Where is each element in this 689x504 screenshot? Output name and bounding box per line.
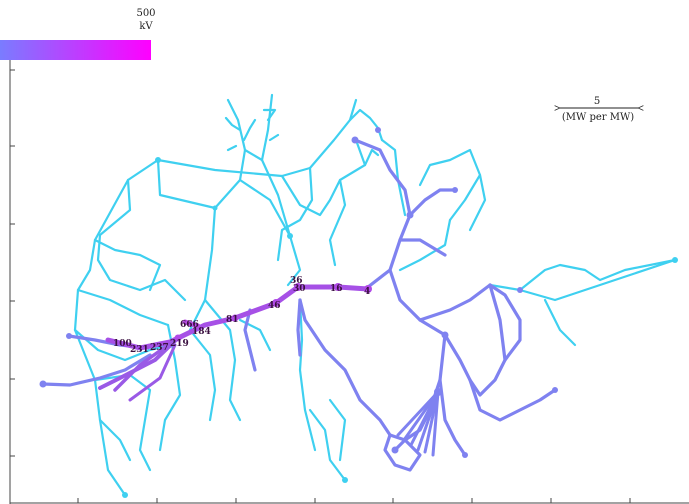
bus-label: 36 [290, 276, 303, 286]
colorbar-unit-label: kV [139, 21, 153, 32]
bus-label: 16 [330, 284, 343, 294]
bus-label: 81 [226, 315, 239, 325]
colorbar-max-label: 500 [136, 8, 155, 19]
bus-label: 46 [268, 301, 281, 311]
bus-label: 666 [180, 320, 199, 330]
bus-label: 100 [113, 339, 132, 349]
mid-voltage-lines [41, 138, 557, 472]
fan-lines [396, 390, 440, 457]
bus-label: 184 [192, 327, 211, 337]
bus-label: 4 [364, 287, 370, 297]
bus-label: 219 [170, 339, 189, 349]
low-voltage-lines [73, 93, 677, 497]
bus-nodes [39, 127, 678, 498]
bus-label: 231 [130, 345, 149, 355]
scale-unit-label: (MW per MW) [562, 112, 634, 123]
colorbar [0, 40, 151, 60]
bus-labels: 100 231 237 219 666 184 81 46 30 36 16 4 [113, 276, 370, 355]
bus-label: 237 [150, 343, 169, 353]
axis-frame [9, 60, 689, 504]
scale-value-label: 5 [594, 96, 600, 107]
bus-label: 30 [293, 284, 306, 294]
